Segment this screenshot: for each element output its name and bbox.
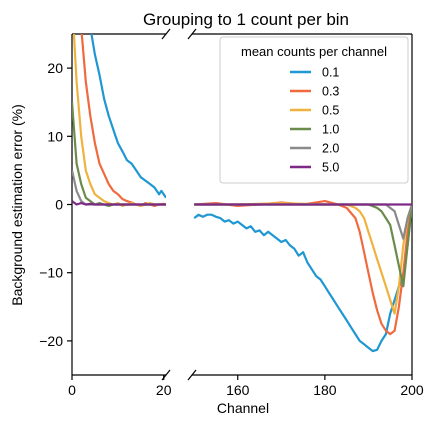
legend-label-0.5: 0.5 bbox=[322, 104, 339, 118]
legend-box bbox=[219, 36, 409, 184]
series-line-0.1-right bbox=[193, 204, 412, 353]
legend-label-5.0: 5.0 bbox=[322, 161, 339, 175]
y-tick-label: −20 bbox=[39, 333, 63, 349]
legend-label-1.0: 1.0 bbox=[322, 123, 339, 137]
right-series-group bbox=[193, 200, 412, 353]
legend-label-0.1: 0.1 bbox=[322, 66, 339, 80]
y-tick-label: 10 bbox=[47, 128, 63, 144]
series-line-1.0-left bbox=[72, 102, 166, 207]
legend-label-0.3: 0.3 bbox=[322, 85, 339, 99]
x-tick-label: 180 bbox=[313, 382, 337, 398]
series-line-1.0-right bbox=[194, 203, 412, 288]
x-tick-label: 0 bbox=[68, 382, 76, 398]
y-tick-label: −10 bbox=[39, 265, 63, 281]
axis-break-mark bbox=[187, 28, 197, 40]
series-line-0.5-right bbox=[194, 202, 412, 315]
y-tick-label: 20 bbox=[47, 60, 63, 76]
x-axis-label: Channel bbox=[217, 400, 269, 416]
axis-break-mark bbox=[161, 369, 171, 381]
legend-label-2.0: 2.0 bbox=[322, 142, 339, 156]
left-axes: 0 20 −20 −10 0 10 20 bbox=[39, 33, 172, 398]
x-tick-label: 200 bbox=[400, 382, 424, 398]
y-tick-label: 0 bbox=[55, 197, 63, 213]
series-line-0.5-left bbox=[72, 34, 166, 207]
axis-break-mark bbox=[161, 28, 171, 40]
y-axis-label: Background estimation error (%) bbox=[9, 104, 25, 306]
legend: mean counts per channel 0.1 0.3 0.5 1.0 2.0 5… bbox=[219, 36, 409, 184]
left-series-group bbox=[72, 34, 166, 207]
series-line-0.3-left bbox=[80, 34, 166, 207]
x-tick-label: 160 bbox=[226, 382, 250, 398]
series-line-2.0-left bbox=[72, 170, 166, 206]
series-line-0.1-left bbox=[90, 34, 166, 199]
axis-break-mark bbox=[187, 369, 197, 381]
chart-title: Grouping to 1 count per bin bbox=[143, 10, 349, 29]
series-line-5.0-left bbox=[72, 200, 166, 206]
legend-title: mean counts per channel bbox=[241, 44, 387, 59]
x-tick-label: 20 bbox=[156, 382, 172, 398]
